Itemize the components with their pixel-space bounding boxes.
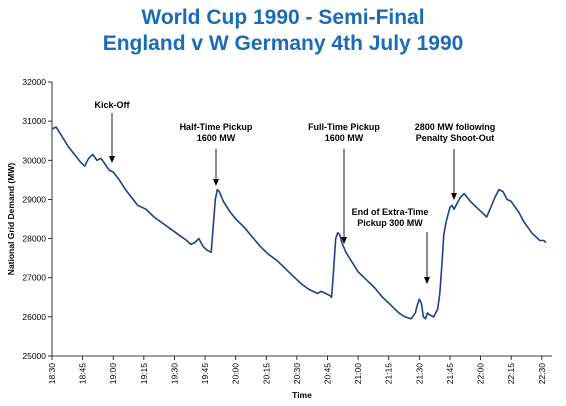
x-tick-label: 18:30 (47, 363, 57, 385)
annotation-text: 2800 MW following (415, 122, 496, 132)
series-line (51, 126, 547, 320)
x-axis-ticks: 18:30 18:45 19:00 19:15 19:30 19:45 20:00 20:15… (47, 356, 547, 384)
annotation-text: Pickup 300 MW (357, 218, 423, 228)
annotation-arrowhead (109, 156, 115, 163)
annotation-text: End of Extra-Time (352, 207, 429, 217)
y-tick-label: 26000 (22, 312, 46, 322)
y-tick-label: 32000 (22, 77, 46, 87)
annotation-arrowhead (341, 237, 347, 244)
x-tick-label: 19:45 (200, 363, 210, 385)
x-tick-label: 21:30 (414, 363, 424, 385)
x-tick-label: 20:00 (231, 363, 241, 385)
x-tick-label: 21:15 (384, 363, 394, 385)
x-tick-label: 19:30 (169, 363, 179, 385)
x-tick-label: 20:30 (292, 363, 302, 385)
x-axis-label: Time (292, 390, 312, 400)
annotation-arrowhead (213, 179, 219, 186)
annotation-text: Half-Time Pickup (180, 122, 253, 132)
chart-subtitle: England v W Germany 4th July 1990 (102, 32, 464, 55)
x-tick-label: 21:00 (353, 363, 363, 385)
x-tick-label: 22:15 (506, 363, 516, 385)
x-tick-label: 22:30 (537, 363, 547, 385)
annotation-arrowhead (451, 193, 457, 200)
annotation-text: Penalty Shoot-Out (416, 133, 495, 143)
annotation-text: Full-Time Pickup (308, 122, 380, 132)
series-group (51, 126, 547, 320)
annotation-text: Kick-Off (94, 100, 130, 110)
y-tick-label: 28000 (22, 234, 46, 244)
annotation-arrowhead (424, 277, 430, 284)
x-tick-label: 20:45 (323, 363, 333, 385)
x-tick-label: 19:00 (108, 363, 118, 385)
y-axis-label: National Grid Demand (MW) (6, 163, 16, 276)
y-tick-label: 31000 (22, 116, 46, 126)
y-tick-label: 25000 (22, 351, 46, 361)
x-tick-label: 22:00 (476, 363, 486, 385)
x-tick-label: 18:45 (78, 363, 88, 385)
x-tick-label: 19:15 (139, 363, 149, 385)
axes (51, 82, 552, 357)
y-tick-label: 29000 (22, 194, 46, 204)
annotation: Kick-Off (94, 100, 130, 163)
annotation-text: 1600 MW (325, 133, 364, 143)
y-axis-ticks: 25000 26000 27000 28000 29000 30000 31000 32000 (22, 77, 52, 361)
x-tick-label: 21:45 (445, 363, 455, 385)
y-tick-label: 30000 (22, 155, 46, 165)
y-tick-label: 27000 (22, 273, 46, 283)
x-tick-label: 20:15 (261, 363, 271, 385)
chart-title: World Cup 1990 - Semi-Final (141, 6, 425, 29)
annotation-text: 1600 MW (197, 133, 236, 143)
